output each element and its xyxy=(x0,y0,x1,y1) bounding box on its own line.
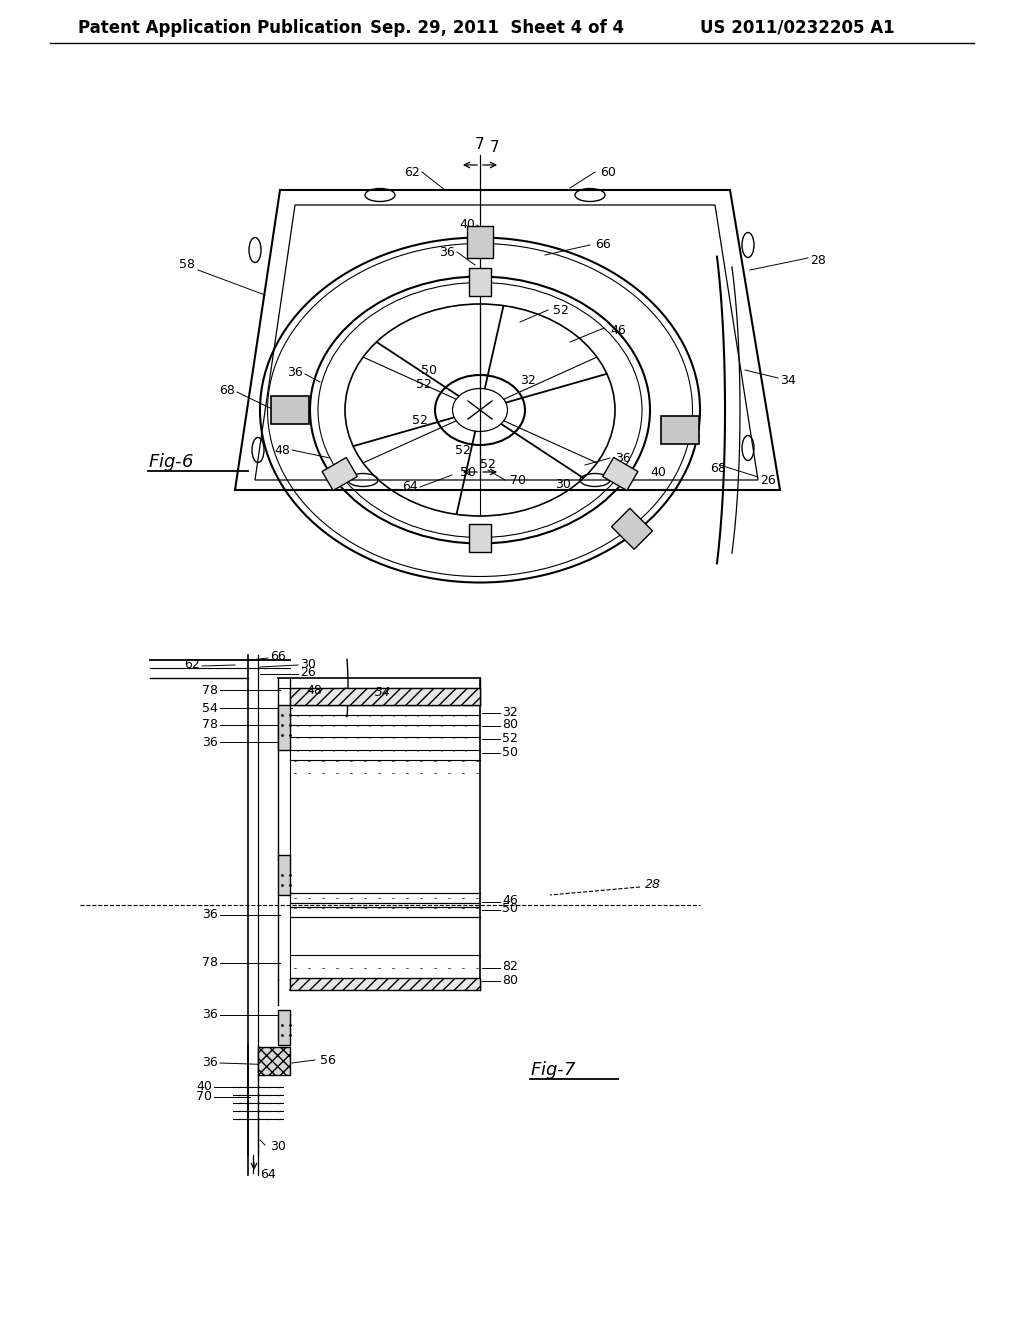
Text: 66: 66 xyxy=(270,649,286,663)
Text: 36: 36 xyxy=(615,451,631,465)
Text: 70: 70 xyxy=(196,1090,212,1104)
Text: Patent Application Publication: Patent Application Publication xyxy=(78,18,362,37)
Text: 32: 32 xyxy=(520,374,536,387)
Text: 54: 54 xyxy=(202,701,218,714)
Text: 32: 32 xyxy=(502,705,518,718)
Text: 56: 56 xyxy=(319,1053,336,1067)
Text: $\it{Fig}$-6: $\it{Fig}$-6 xyxy=(148,451,194,473)
Text: 46: 46 xyxy=(610,323,626,337)
Text: 62: 62 xyxy=(404,165,420,178)
Text: 70: 70 xyxy=(510,474,526,487)
Text: 26: 26 xyxy=(760,474,776,487)
Text: 7: 7 xyxy=(490,140,500,156)
Text: 36: 36 xyxy=(203,1008,218,1022)
Bar xyxy=(662,416,699,444)
Text: 68: 68 xyxy=(219,384,234,396)
Bar xyxy=(290,978,480,990)
Text: 28: 28 xyxy=(645,879,662,891)
Text: Sep. 29, 2011  Sheet 4 of 4: Sep. 29, 2011 Sheet 4 of 4 xyxy=(370,18,624,37)
Text: 50: 50 xyxy=(502,903,518,916)
Bar xyxy=(258,1047,290,1074)
Polygon shape xyxy=(469,268,490,296)
Text: 82: 82 xyxy=(502,961,518,974)
Text: 52: 52 xyxy=(480,458,496,471)
Text: 68: 68 xyxy=(710,462,726,474)
Polygon shape xyxy=(469,524,490,552)
Text: 80: 80 xyxy=(502,718,518,731)
Polygon shape xyxy=(323,458,357,491)
Text: 64: 64 xyxy=(402,480,418,494)
Polygon shape xyxy=(603,458,638,491)
Text: 62: 62 xyxy=(184,657,200,671)
Text: 64: 64 xyxy=(260,1168,275,1181)
Text: 66: 66 xyxy=(595,239,610,252)
Text: 50: 50 xyxy=(460,466,476,479)
Text: 48: 48 xyxy=(274,444,290,457)
Text: 34: 34 xyxy=(780,374,796,387)
Text: 36: 36 xyxy=(439,246,455,259)
Text: 52: 52 xyxy=(502,731,518,744)
Text: 40: 40 xyxy=(197,1081,212,1093)
Text: 7: 7 xyxy=(475,137,484,152)
Text: 80: 80 xyxy=(502,974,518,986)
Text: 52: 52 xyxy=(412,413,428,426)
Text: 36: 36 xyxy=(288,366,303,379)
Text: 48: 48 xyxy=(306,684,322,697)
Text: 58: 58 xyxy=(179,259,195,272)
Polygon shape xyxy=(611,508,652,549)
Text: 78: 78 xyxy=(202,684,218,697)
Text: 30: 30 xyxy=(300,657,315,671)
Text: US 2011/0232205 A1: US 2011/0232205 A1 xyxy=(700,18,895,37)
Text: 60: 60 xyxy=(600,165,615,178)
Text: 26: 26 xyxy=(300,667,315,680)
Text: 50: 50 xyxy=(502,746,518,759)
Text: 30: 30 xyxy=(270,1140,286,1154)
Text: 30: 30 xyxy=(555,479,570,491)
Text: 52: 52 xyxy=(553,304,569,317)
Text: 40: 40 xyxy=(650,466,666,479)
Text: 52: 52 xyxy=(416,379,432,392)
Text: 78: 78 xyxy=(202,718,218,731)
Text: 36: 36 xyxy=(203,1056,218,1069)
Bar xyxy=(278,1010,290,1045)
Text: 34: 34 xyxy=(375,685,391,698)
Text: 50: 50 xyxy=(421,363,437,376)
Bar xyxy=(271,396,309,424)
Text: 28: 28 xyxy=(810,253,826,267)
Bar xyxy=(290,688,480,705)
Text: 40: 40 xyxy=(459,219,475,231)
Bar xyxy=(278,855,290,895)
Bar xyxy=(278,705,290,750)
Polygon shape xyxy=(467,226,493,257)
Text: 78: 78 xyxy=(202,957,218,969)
Text: 46: 46 xyxy=(502,895,518,908)
Text: 36: 36 xyxy=(203,908,218,921)
Text: $\it{Fig}$-7: $\it{Fig}$-7 xyxy=(530,1059,577,1081)
Text: 52: 52 xyxy=(455,444,471,457)
Text: 36: 36 xyxy=(203,735,218,748)
